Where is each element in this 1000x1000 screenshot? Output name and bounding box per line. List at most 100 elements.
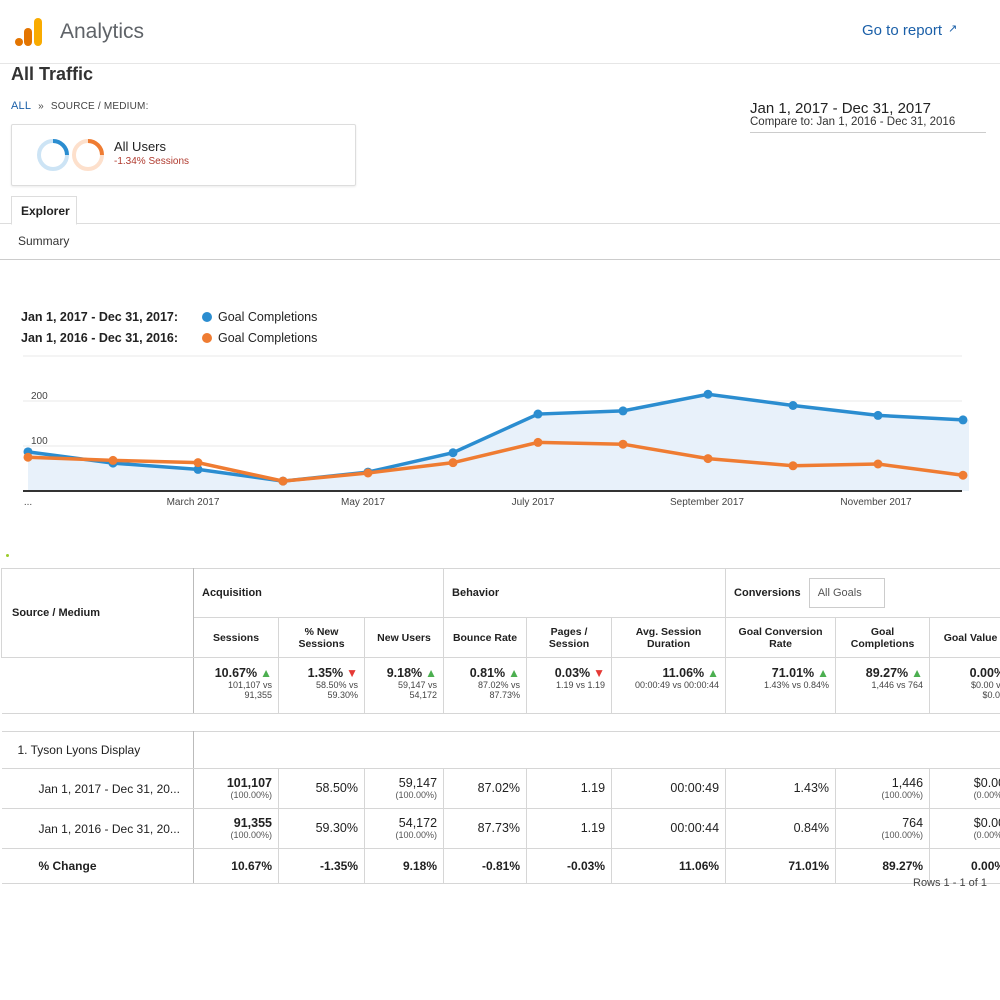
data-point[interactable] <box>618 439 628 449</box>
total-cell: 11.06% ▲ 00:00:49 vs 00:00:44 <box>611 657 727 714</box>
data-table: Source / Medium Acquisition Behavior Con… <box>1 568 1000 884</box>
data-point[interactable] <box>363 468 373 478</box>
column-header[interactable]: Goal Value <box>929 617 1000 658</box>
acquisition-header: Acquisition <box>192 568 445 618</box>
data-point[interactable] <box>533 409 543 419</box>
data-point[interactable] <box>533 437 543 447</box>
row-label: Jan 1, 2016 - Dec 31, 20... <box>1 808 194 849</box>
spacer <box>2 714 1000 732</box>
change-value: 89.27% <box>835 848 931 884</box>
data-point[interactable] <box>448 458 458 468</box>
total-compare-line: 00:00:49 vs 00:00:44 <box>634 680 720 690</box>
up-arrow-icon: ▲ <box>508 666 521 680</box>
data-point[interactable] <box>703 454 713 464</box>
total-percent: 9.18% <box>386 666 423 680</box>
source-medium-header[interactable]: Source / Medium <box>1 568 194 658</box>
up-arrow-icon: ▲ <box>707 666 720 680</box>
group-row-empty <box>193 731 1000 769</box>
date-range-primary: Jan 1, 2017 - Dec 31, 2017 <box>750 100 931 117</box>
data-point[interactable] <box>958 415 968 425</box>
total-percent: 89.27% <box>865 666 909 680</box>
cell-value: 1.19 <box>580 781 606 795</box>
data-point[interactable] <box>958 470 968 480</box>
table-cell: 1.43% <box>725 768 837 809</box>
x-tick-label: November 2017 <box>840 497 912 508</box>
breadcrumb-all-link[interactable]: ALL <box>11 100 32 112</box>
change-value: 9.18% <box>364 848 445 884</box>
column-header[interactable]: Sessions <box>193 617 279 658</box>
column-header[interactable]: % New Sessions <box>278 617 365 658</box>
column-header[interactable]: Bounce Rate <box>443 617 528 658</box>
x-tick-label: May 2017 <box>341 497 385 508</box>
data-point[interactable] <box>618 406 628 416</box>
table-cell: 1,446 (100.00%) <box>835 768 931 809</box>
external-link-icon: ↗ <box>948 23 958 35</box>
total-value: 71.01% ▲ <box>726 666 829 680</box>
data-point[interactable] <box>873 459 883 469</box>
change-value: -0.81% <box>443 848 528 884</box>
table-cell: 1.19 <box>526 808 613 849</box>
total-cell: 0.03% ▼ 1.19 vs 1.19 <box>526 657 613 714</box>
table-cell: $0.00(0.00%) <box>929 768 1000 809</box>
table-cell: 59,147 (100.00%) <box>364 768 445 809</box>
cell-value: 1.19 <box>580 821 606 835</box>
date-range-picker[interactable]: Jan 1, 2017 - Dec 31, 2017 Compare to: J… <box>750 100 986 133</box>
up-arrow-icon: ▲ <box>911 666 924 680</box>
total-value: 89.27% ▲ <box>836 666 923 680</box>
legend-range: Jan 1, 2016 - Dec 31, 2016: <box>21 331 179 345</box>
up-arrow-icon: ▲ <box>817 666 830 680</box>
segment-card[interactable]: All Users -1.34% Sessions <box>11 124 356 186</box>
column-header[interactable]: Goal Conversion Rate <box>725 617 837 658</box>
data-point[interactable] <box>23 452 33 462</box>
row-group-label[interactable]: 1. Tyson Lyons Display <box>1 731 194 769</box>
column-header[interactable]: Pages / Session <box>526 617 613 658</box>
cell-value: 54,172 <box>398 816 438 830</box>
marker-dot <box>6 554 9 557</box>
tab-summary[interactable]: Summary <box>18 234 70 248</box>
change-value: 10.67% <box>193 848 279 884</box>
goal-completions-chart[interactable]: 300 200 100... March 2017 May 2017 July 2017 S… <box>0 355 1000 515</box>
data-point[interactable] <box>448 448 458 458</box>
column-header[interactable]: Avg. Session Duration <box>611 617 727 658</box>
down-arrow-icon: ▼ <box>593 666 606 680</box>
total-compare-line: $0.00 <box>982 690 1000 700</box>
table-cell: 1.19 <box>526 768 613 809</box>
data-point[interactable] <box>703 389 713 399</box>
tab-explorer[interactable]: Explorer <box>11 196 77 225</box>
data-point[interactable] <box>193 458 203 468</box>
x-tick-label: March 2017 <box>167 497 220 508</box>
total-value: 9.18% ▲ <box>365 666 437 680</box>
total-compare-line: 59,147 vs <box>398 680 438 690</box>
legend-metric[interactable]: Goal Completions <box>218 310 318 324</box>
cell-value: 59,147 <box>398 776 438 790</box>
total-percent: 10.67% <box>214 666 258 680</box>
down-arrow-icon: ▼ <box>346 666 358 680</box>
cell-value: 00:00:49 <box>670 781 720 795</box>
total-compare-line: $0.00 vs <box>971 680 1000 690</box>
table-cell: 91,355 (100.00%) <box>193 808 279 849</box>
total-value: 0.03% ▼ <box>527 666 605 680</box>
data-point[interactable] <box>788 461 798 471</box>
analytics-logo-icon[interactable] <box>14 16 44 48</box>
column-header[interactable]: New Users <box>363 617 445 658</box>
data-point[interactable] <box>108 455 118 465</box>
change-value: 11.06% <box>611 848 727 884</box>
data-point[interactable] <box>788 401 798 410</box>
legend-metric[interactable]: Goal Completions <box>218 331 318 345</box>
rows-info: Rows 1 - 1 of 1 <box>913 877 987 889</box>
page-title: All Traffic <box>11 64 94 84</box>
column-header[interactable]: Goal Completions <box>835 617 931 658</box>
change-value: 71.01% <box>725 848 837 884</box>
conversions-label: Conversions <box>734 586 801 599</box>
cell-percent: (100.00%) <box>395 830 438 840</box>
total-compare-line: 1,446 vs 764 <box>871 680 924 690</box>
data-point[interactable] <box>193 464 203 474</box>
series-line-2 <box>27 440 964 483</box>
data-point[interactable] <box>873 410 883 420</box>
table-cell: 764 (100.00%) <box>835 808 931 849</box>
total-cell: 1.35% ▼ 58.50% vs 59.30% <box>278 657 365 714</box>
goal-select[interactable]: All Goals <box>808 578 885 608</box>
total-compare-line: 58.50% vs <box>315 680 358 690</box>
go-to-report-link[interactable]: Go to report ↗ <box>862 22 957 39</box>
data-point[interactable] <box>278 476 288 486</box>
